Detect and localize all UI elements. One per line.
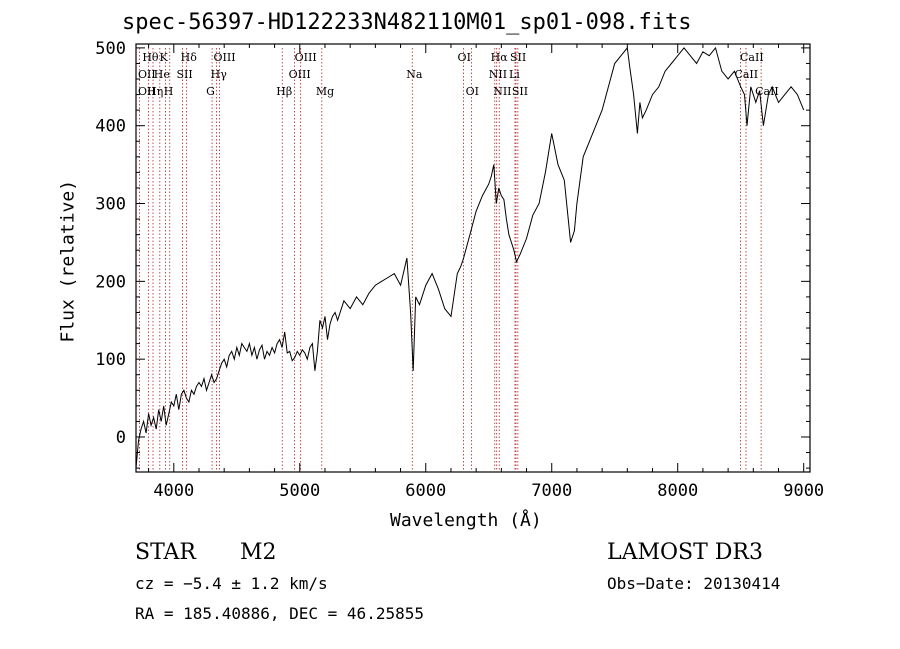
line-label: OI	[466, 85, 479, 98]
line-label: Hδ	[181, 51, 198, 64]
survey-name: LAMOST DR3	[607, 540, 763, 565]
y-tick-label: 500	[95, 39, 126, 59]
line-label: Hη	[147, 85, 163, 98]
x-tick-label: 7000	[531, 481, 572, 501]
x-tick-label: 9000	[783, 481, 824, 501]
line-label: OIII	[289, 68, 311, 81]
y-axis-label: Flux (relative)	[57, 179, 79, 343]
x-axis-label: Wavelength (Å)	[390, 510, 542, 531]
line-label: SII	[510, 51, 526, 64]
line-label: OII	[138, 85, 156, 98]
line-label: Hγ	[211, 68, 228, 81]
x-tick-label: 6000	[405, 481, 446, 501]
x-tick-label: 4000	[153, 481, 194, 501]
line-label: OI	[458, 51, 471, 64]
line-label: Hθ	[142, 51, 159, 64]
line-label: Li	[509, 68, 520, 81]
line-label: CaII	[755, 85, 779, 98]
chart-title: spec-56397-HD122233N482110M01_sp01-098.f…	[122, 10, 692, 35]
obs-date: Obs−Date: 20130414	[607, 574, 781, 593]
line-label: Hα	[491, 51, 509, 64]
y-tick-label: 400	[95, 117, 126, 137]
line-label: Mg	[316, 85, 334, 98]
y-tick-label: 0	[116, 428, 126, 448]
x-tick-label: 5000	[279, 481, 320, 501]
line-label: He	[154, 68, 170, 81]
redshift-cz: cz = −5.4 ± 1.2 km/s	[135, 574, 328, 593]
line-label: G	[206, 85, 215, 98]
y-tick-label: 100	[95, 350, 126, 370]
line-markers-layer	[139, 48, 762, 472]
y-tick-label: 200	[95, 272, 126, 292]
line-label: OII	[138, 68, 156, 81]
axis-ticks-layer: 4000 5000 6000 7000 8000 9000 0 100 200 300 400 500	[95, 39, 824, 501]
line-label: NII	[489, 68, 507, 81]
object-class: STAR	[135, 540, 196, 565]
y-tick-label: 300	[95, 195, 126, 215]
line-label: Hβ	[276, 85, 292, 98]
line-label: OIII	[295, 51, 317, 64]
line-label: NII	[493, 85, 511, 98]
line-label: OIII	[214, 51, 236, 64]
line-label: SII	[512, 85, 528, 98]
x-tick-label: 8000	[657, 481, 698, 501]
line-label: Na	[406, 68, 423, 81]
coordinates: RA = 185.40886, DEC = 46.25855	[135, 604, 424, 623]
plot-frame	[135, 43, 811, 473]
line-label: H	[164, 85, 174, 98]
line-label: SII	[176, 68, 192, 81]
line-label: CaII	[740, 51, 764, 64]
spectrum-line	[135, 46, 805, 469]
line-label: CaII	[734, 68, 758, 81]
line-label: K	[159, 51, 168, 64]
subclass: M2	[240, 540, 277, 565]
